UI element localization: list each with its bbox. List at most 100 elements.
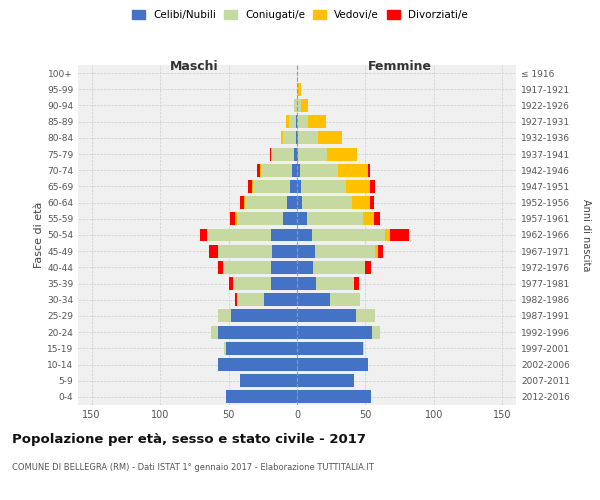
Bar <box>298 132 317 144</box>
Bar <box>233 277 271 290</box>
Bar <box>230 212 235 226</box>
Bar <box>200 228 206 241</box>
Bar <box>300 164 338 176</box>
Bar <box>218 261 223 274</box>
Bar <box>235 294 237 306</box>
Bar <box>245 196 287 209</box>
Bar <box>301 99 308 112</box>
Bar <box>315 244 375 258</box>
Bar <box>271 228 297 241</box>
Bar <box>229 277 233 290</box>
Bar <box>296 132 297 144</box>
Bar <box>272 244 297 258</box>
Bar <box>290 180 297 193</box>
Bar <box>253 180 290 193</box>
Bar <box>232 310 297 322</box>
Bar <box>257 164 260 176</box>
Bar <box>294 148 297 160</box>
Text: Maschi: Maschi <box>170 60 218 73</box>
Bar <box>289 115 296 128</box>
Bar <box>239 374 297 387</box>
Y-axis label: Fasce di età: Fasce di età <box>34 202 44 268</box>
Bar <box>297 196 302 209</box>
Bar <box>237 212 283 226</box>
Bar <box>297 228 312 241</box>
Bar <box>297 115 308 128</box>
Bar <box>298 83 301 96</box>
Bar <box>375 244 378 258</box>
Bar <box>281 132 283 144</box>
Bar <box>286 115 289 128</box>
Bar <box>226 342 297 355</box>
Bar <box>330 294 360 306</box>
Bar <box>244 196 245 209</box>
Text: Popolazione per età, sesso e stato civile - 2017: Popolazione per età, sesso e stato civil… <box>12 432 366 446</box>
Bar <box>237 294 264 306</box>
Bar <box>297 326 372 338</box>
Bar <box>372 326 380 338</box>
Bar <box>356 310 375 322</box>
Bar <box>252 180 253 193</box>
Bar <box>297 212 307 226</box>
Bar <box>385 228 390 241</box>
Bar <box>338 164 368 176</box>
Bar <box>226 390 297 404</box>
Bar <box>297 132 298 144</box>
Bar <box>269 148 271 160</box>
Bar <box>218 358 297 371</box>
Bar <box>271 277 297 290</box>
Y-axis label: Anni di nascita: Anni di nascita <box>581 199 591 271</box>
Bar <box>327 148 357 160</box>
Bar <box>297 277 316 290</box>
Bar <box>313 261 365 274</box>
Bar <box>283 132 296 144</box>
Bar <box>316 277 355 290</box>
Bar <box>292 164 297 176</box>
Bar <box>352 196 370 209</box>
Bar <box>370 180 375 193</box>
Bar <box>297 358 368 371</box>
Bar <box>297 310 356 322</box>
Bar <box>260 164 262 176</box>
Bar <box>211 326 218 338</box>
Bar <box>218 244 272 258</box>
Bar <box>368 164 370 176</box>
Bar <box>209 244 218 258</box>
Bar <box>297 99 301 112</box>
Bar <box>271 261 297 274</box>
Bar <box>302 196 352 209</box>
Text: Femmine: Femmine <box>368 60 431 73</box>
Bar <box>378 244 383 258</box>
Bar <box>297 244 315 258</box>
Bar <box>355 277 359 290</box>
Bar <box>296 115 297 128</box>
Bar <box>317 132 342 144</box>
Bar <box>283 212 297 226</box>
Bar <box>297 342 363 355</box>
Bar <box>294 99 297 112</box>
Bar <box>297 164 300 176</box>
Bar <box>264 294 297 306</box>
Bar <box>223 261 271 274</box>
Legend: Celibi/Nubili, Coniugati/e, Vedovi/e, Divorziati/e: Celibi/Nubili, Coniugati/e, Vedovi/e, Di… <box>130 8 470 22</box>
Bar <box>271 148 272 160</box>
Bar <box>363 342 364 355</box>
Bar <box>298 148 327 160</box>
Bar <box>308 115 326 128</box>
Bar <box>206 228 271 241</box>
Bar <box>262 164 292 176</box>
Bar <box>297 294 330 306</box>
Bar <box>239 196 244 209</box>
Bar <box>346 180 370 193</box>
Bar <box>374 212 380 226</box>
Bar <box>297 83 298 96</box>
Bar <box>365 261 371 274</box>
Bar <box>297 390 371 404</box>
Text: COMUNE DI BELLEGRA (RM) - Dati ISTAT 1° gennaio 2017 - Elaborazione TUTTITALIA.I: COMUNE DI BELLEGRA (RM) - Dati ISTAT 1° … <box>12 462 374 471</box>
Bar <box>287 196 297 209</box>
Bar <box>297 374 355 387</box>
Bar <box>363 212 374 226</box>
Bar <box>248 180 252 193</box>
Bar <box>312 228 385 241</box>
Bar <box>235 212 237 226</box>
